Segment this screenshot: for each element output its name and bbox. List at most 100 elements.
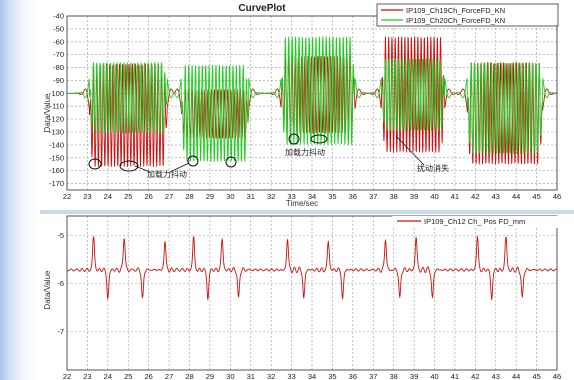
bottom-chart-x-tick-label: 23 — [83, 372, 91, 380]
top-chart-x-tick-label: 43 — [492, 192, 500, 201]
top-chart-annotation-leaders — [134, 135, 425, 173]
legend-entry-ch19: IP109_Ch19Ch_ForceFD_KN — [406, 6, 505, 15]
top-chart-x-tick-label: 34 — [308, 192, 316, 201]
top-chart-x-tick-label: 37 — [369, 192, 377, 201]
bottom-chart-x-tick-label: 39 — [410, 372, 418, 380]
bottom-chart-x-tick-label: 45 — [532, 372, 540, 380]
annotation-jitter-1: 加载力抖动 — [147, 169, 187, 179]
bottom-chart-x-tick-label: 38 — [389, 372, 397, 380]
top-chart-x-tick-label: 46 — [553, 192, 561, 201]
top-chart-y-tick-label: -170 — [49, 179, 64, 188]
top-chart-y-tick-label: -130 — [49, 128, 64, 137]
top-chart-legend: IP109_Ch19Ch_ForceFD_KN IP109_Ch20Ch_For… — [376, 3, 559, 27]
bottom-chart-y-ticks: -5 -6 -7 — [57, 231, 64, 336]
top-chart-y-tick-label: -100 — [49, 89, 64, 98]
bottom-chart-background — [40, 214, 574, 380]
top-chart-y-tick-label: -160 — [49, 166, 64, 175]
bottom-chart-x-tick-label: 26 — [144, 372, 152, 380]
top-chart-x-tick-label: 40 — [430, 192, 438, 201]
annotation-circle — [88, 158, 102, 170]
bottom-chart-x-tick-label: 34 — [308, 372, 316, 380]
top-chart-title: CurvePlot — [238, 3, 286, 14]
top-chart-annotation-circles — [88, 133, 328, 172]
bottom-chart-x-tick-label: 30 — [226, 372, 234, 380]
bottom-chart-legend: IP109_Ch12 Ch_ Pos FD_mm — [392, 216, 558, 228]
top-chart-y-tick-label: -80 — [53, 63, 64, 72]
bottom-chart-x-tick-label: 28 — [185, 372, 193, 380]
legend-box — [392, 216, 558, 228]
top-chart-x-tick-label: 39 — [410, 192, 418, 201]
top-chart-y-tick-label: -50 — [53, 24, 64, 33]
bottom-chart-y-tick-label: -7 — [57, 327, 64, 336]
annotation-circle — [187, 155, 199, 167]
bottom-chart-x-tick-label: 31 — [247, 372, 255, 380]
bottom-chart-x-tick-label: 35 — [328, 372, 336, 380]
legend-box — [376, 3, 559, 27]
annotation-jitter-2: 加载力抖动 — [285, 147, 325, 157]
top-chart-x-tick-label: 38 — [389, 192, 397, 201]
top-chart-x-tick-label: 22 — [63, 192, 71, 201]
top-chart-y-tick-label: -60 — [53, 37, 64, 46]
bottom-chart-x-tick-label: 41 — [451, 372, 459, 380]
legend-entry-ch12: IP109_Ch12 Ch_ Pos FD_mm — [424, 217, 525, 226]
bottom-chart-series — [66, 235, 558, 302]
bottom-chart-x-tick-label: 36 — [349, 372, 357, 380]
annotation-circle — [288, 133, 300, 145]
legend-entry-ch20: IP109_Ch20Ch_ForceFD_KN — [406, 16, 505, 25]
annotation-circle — [225, 156, 237, 168]
bottom-chart-x-tick-label: 22 — [63, 372, 71, 380]
top-chart-y-axis-label: Data/Value — [43, 93, 52, 133]
bottom-chart-x-tick-label: 25 — [124, 372, 132, 380]
bottom-chart-x-tick-label: 37 — [369, 372, 377, 380]
top-chart-y-tick-label: -70 — [53, 50, 64, 59]
bottom-chart-x-ticks: 22 23 24 25 26 27 28 29 30 31 32 33 34 35 36 37 38 39 40 41… — [63, 372, 561, 380]
annotation-circle — [119, 160, 139, 172]
annotation-disturbance-gone: 扰动消失 — [417, 163, 449, 173]
top-chart-y-tick-label: -110 — [50, 102, 64, 111]
bottom-chart-x-tick-label: 27 — [165, 372, 173, 380]
top-chart-x-tick-label: 26 — [144, 192, 152, 201]
top-chart-x-tick-label: 33 — [287, 192, 295, 201]
top-chart-x-tick-label: 42 — [471, 192, 479, 201]
bottom-chart-plot-frame — [66, 215, 558, 371]
top-chart-x-tick-label: 24 — [104, 192, 112, 201]
top-chart-y-tick-label: -120 — [49, 115, 64, 124]
bottom-chart-y-axis-label: Data/Value — [43, 270, 52, 310]
top-chart-series — [67, 36, 557, 167]
top-chart-x-tick-label: 31 — [247, 192, 255, 201]
top-chart-y-tick-label: -140 — [49, 140, 64, 149]
bottom-chart-x-tick-label: 29 — [206, 372, 214, 380]
series-line-ch12 — [66, 235, 558, 302]
bottom-chart-x-tick-label: 40 — [430, 372, 438, 380]
top-chart-x-tick-label: 41 — [451, 192, 459, 201]
top-chart-plot-frame — [66, 15, 558, 191]
top-chart-x-tick-label: 32 — [267, 192, 275, 201]
top-chart-y-tick-label: -40 — [53, 12, 64, 21]
bottom-chart-x-tick-label: 32 — [267, 372, 275, 380]
bottom-chart: Data/Value -5 -6 -7 22 23 24 25 26 27 28 29 30 31 32… — [40, 214, 574, 380]
top-chart-x-tick-label: 27 — [165, 192, 173, 201]
top-chart-x-tick-label: 35 — [328, 192, 336, 201]
top-chart-x-axis-label: Time/sec — [286, 199, 318, 208]
top-chart-x-tick-label: 25 — [124, 192, 132, 201]
top-chart-x-tick-label: 28 — [185, 192, 193, 201]
top-chart-x-tick-label: 29 — [206, 192, 214, 201]
bottom-chart-y-tick-label: -6 — [57, 279, 64, 288]
top-chart-x-ticks: 22 23 24 25 26 27 28 29 30 31 32 33 34 35 36 37 38 39 40 41… — [63, 192, 561, 201]
top-chart-x-tick-label: 45 — [532, 192, 540, 201]
annotation-circle — [310, 134, 328, 144]
top-chart-x-tick-label: 30 — [226, 192, 234, 201]
bottom-chart-grid — [66, 216, 558, 370]
top-chart-y-tick-label: -90 — [53, 76, 64, 85]
series-line-ch20 — [67, 36, 557, 162]
bottom-chart-x-tick-label: 43 — [492, 372, 500, 380]
panel-divider — [40, 210, 574, 214]
bottom-chart-x-tick-label: 44 — [512, 372, 520, 380]
top-chart-x-tick-label: 44 — [512, 192, 520, 201]
bottom-chart-x-tick-label: 24 — [104, 372, 112, 380]
top-chart-y-ticks: -40 -50 -60 -70 -80 -90 -100 -110 -120 -130 -140 -1… — [49, 12, 64, 189]
top-chart: CurvePlot Data/Value Time/sec -40-50-60-… — [40, 0, 574, 210]
bottom-chart-y-tick-label: -5 — [57, 231, 64, 240]
bottom-chart-x-tick-label: 46 — [553, 372, 561, 380]
